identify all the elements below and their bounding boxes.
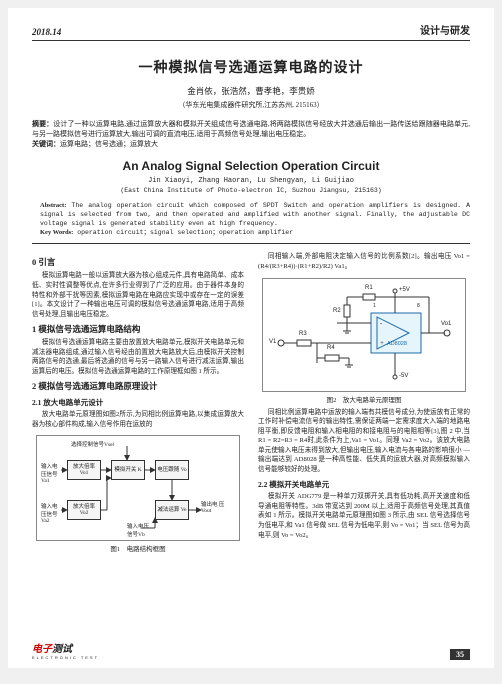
affiliation-chinese: （华东光电集成器件研究所,江苏苏州, 215163） (32, 100, 470, 110)
title-chinese: 一种模拟信号选通运算电路的设计 (32, 57, 470, 77)
section-0-para: 模拟运算电路一般以运算放大器为核心组成元件,具有电路简单、成本低、实时性调整等优… (32, 271, 244, 319)
abstract-label-cn: 摘要： (32, 120, 53, 128)
fig2-r1: R1 (365, 285, 373, 291)
right-p2: 同相比例运算电路中运放的输入端有共模信号成分,为使运放有正常的工作时补偿电流信号… (258, 408, 470, 475)
section-2-title: 2 模拟信号选通运算电路原理设计 (32, 380, 244, 392)
abstract-body-cn: 设计了一种以运算电路,通过运算放大器和模拟开关组成信号选通电路,将两路模拟信号经… (32, 120, 470, 138)
fig2-pin8: 8 (417, 303, 420, 309)
fig2-amp: AD8028 (387, 341, 407, 347)
fig2-r4: R4 (327, 345, 335, 351)
section-0-title: 0 引言 (32, 256, 244, 268)
right-p1: 同相输入端,外部电阻决定输入信号的比例系数[2]。输出电压 Vo1 = (R4/… (258, 252, 470, 271)
section-2-2-title: 2.2 模拟开关电路单元 (258, 479, 470, 490)
keywords-body-en: operation circuit；signal selection；opera… (73, 229, 293, 236)
fig2-pin1: 1 (373, 303, 376, 309)
section-2-1-title: 2.1 放大电路单元设计 (32, 397, 244, 408)
figure-2-caption: 图2 放大电路单元原理图 (258, 394, 470, 404)
section-name: 设计与研发 (420, 22, 470, 37)
affiliation-english: (East China Institute of Photo-electron … (32, 187, 470, 194)
issue-number: 2018.14 (32, 27, 61, 37)
keywords-label-en: Key Words: (40, 229, 73, 236)
svg-text:+: + (380, 339, 384, 347)
abstract-english: Abstract: The analog operation circuit w… (32, 202, 470, 237)
figure-1: 选择控制信号Vsel 输入电 压信号 Va1 输入电 压信号 Va2 放大倍率 … (36, 435, 240, 541)
footer-brand-zh1: 电子 (32, 644, 52, 655)
title-english: An Analog Signal Selection Operation Cir… (32, 159, 470, 173)
left-column: 0 引言 模拟运算电路一般以运算放大器为核心组成元件,具有电路简单、成本低、实时… (32, 252, 244, 553)
figure-2: - + +5V -5V R1 R2 R3 R4 AD8028 V1 Vo1 1 … (262, 278, 466, 392)
section-2-1-para: 放大电路单元原理图如图2所示,为同相比例运算电路,以集成运算放大器为核心部件构成… (32, 410, 244, 429)
section-2-2-para: 模拟开关 ADG779 是一种单刀双掷开关,具有低功耗,高开关速度和低导通电阻等… (258, 492, 470, 540)
right-column: 同相输入端,外部电阻决定输入信号的比例系数[2]。输出电压 Vo1 = (R4/… (258, 252, 470, 553)
fig2-vcc: +5V (399, 287, 410, 293)
footer-brand: 电子测试 ELECTRONIC TEST (32, 640, 99, 660)
fig2-r2: R2 (333, 308, 341, 314)
fig2-r3: R3 (299, 331, 307, 337)
authors-chinese: 金肖依，张浩然，曹孝艳，李贵娇 (32, 85, 470, 97)
figure-1-caption: 图1 电路结构框图 (32, 543, 244, 553)
abstract-body-en: The analog operation circuit which compo… (40, 202, 470, 227)
page-number: 35 (450, 649, 470, 660)
section-1-title: 1 模拟信号选通运算电路结构 (32, 323, 244, 335)
authors-english: Jin Xiaoyi, Zhang Haoran, Lu Shengyan, L… (32, 177, 470, 185)
keywords-label-cn: 关键词： (32, 140, 60, 148)
divider (32, 243, 470, 244)
footer-brand-zh2: 测试 (52, 644, 72, 655)
footer-brand-en: ELECTRONIC TEST (32, 655, 99, 660)
section-1-para: 模拟信号选通运算电路主要由放置放大电路单元,模拟开关电路单元和减法器电路组成,通… (32, 338, 244, 376)
fig2-vee: -5V (399, 373, 408, 379)
abstract-chinese: 摘要：设计了一种以运算电路,通过运算放大器和模拟开关组成信号选通电路,将两路模拟… (32, 120, 470, 149)
fig2-vo1: Vo1 (441, 321, 451, 327)
fig2-v1: V1 (269, 339, 276, 345)
abstract-label-en: Abstract: (40, 202, 66, 209)
keywords-body-cn: 运算电路；信号选通；运算放大 (60, 140, 158, 148)
